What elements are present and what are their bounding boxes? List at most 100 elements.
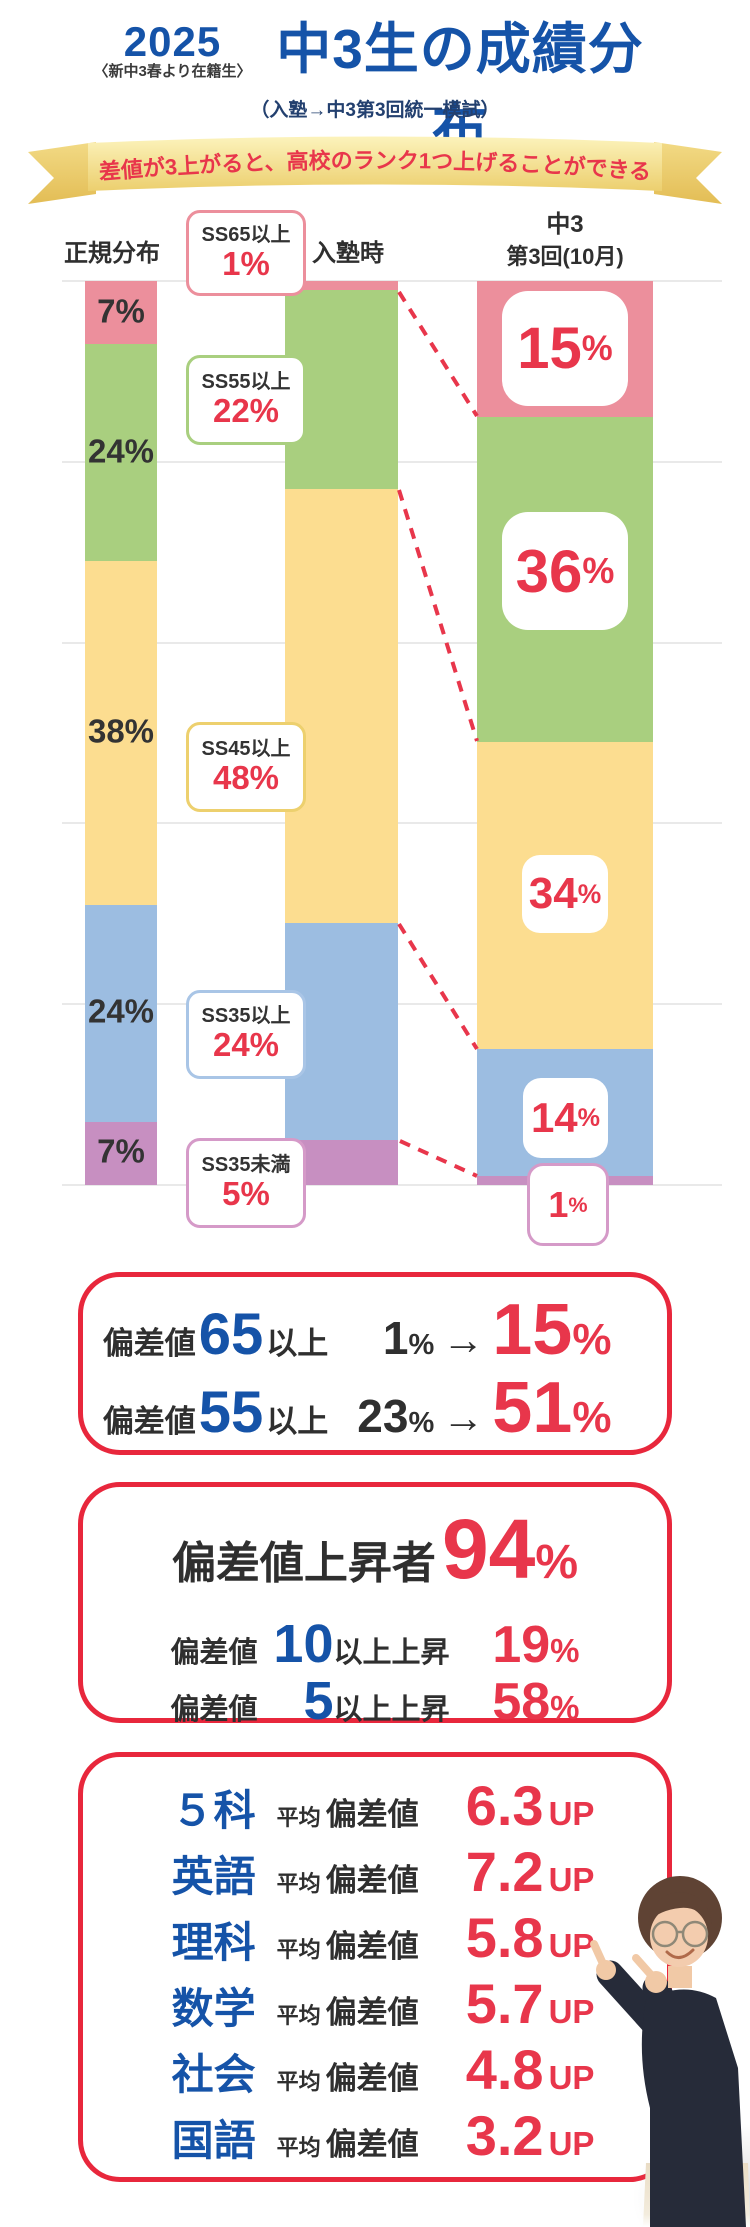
- subject-row: 英語 平均 偏差値 7.2 UP: [83, 1839, 667, 1905]
- subject-name: 数学: [171, 1985, 256, 2032]
- gain-number: 10: [273, 1614, 334, 1674]
- pct-sign: %: [568, 1191, 588, 1217]
- subject-row: 理科 平均 偏差値 5.8 UP: [83, 1905, 667, 1971]
- normal-dist-label: 38%: [87, 712, 155, 750]
- subject-name: 理科: [171, 1919, 256, 1966]
- connector-line: [399, 1139, 478, 1178]
- up-label: UP: [548, 2125, 595, 2162]
- subject-row: 数学 平均 偏差値 5.7 UP: [83, 1971, 667, 2037]
- pct-sign: %: [577, 1103, 601, 1132]
- before-value: 23%: [357, 1390, 435, 1442]
- ribbon-band: [88, 136, 662, 191]
- avg-label: 平均: [276, 1805, 321, 1830]
- label: 偏差値: [102, 1326, 196, 1361]
- bar-segment-SS45以上: [285, 488, 398, 923]
- hands: [590, 1940, 667, 1993]
- label: 以上: [266, 1404, 329, 1439]
- up-value: 5.8: [465, 1906, 544, 1969]
- label: 以上上昇: [333, 1637, 450, 1669]
- threshold-row-55: 偏差値 55 以上 23% → 51%: [83, 1367, 667, 1448]
- dev-label: 偏差値: [325, 1995, 419, 2030]
- page-title: 中3生の成績分布: [276, 18, 644, 160]
- summary-box-thresholds: 偏差値 65 以上 1% → 15% 偏差値 55 以上 23% → 51%: [78, 1272, 672, 1455]
- enroll-box-ss65: SS65以上 1%: [186, 210, 306, 296]
- pct-sign: %: [577, 878, 602, 909]
- column-label-enroll: 入塾時: [312, 240, 384, 267]
- up-value: 5.7: [465, 1972, 544, 2035]
- column-label-normal: 正規分布: [64, 240, 160, 267]
- avg-label: 平均: [276, 2003, 321, 2028]
- third-label-14: 14%: [523, 1078, 608, 1158]
- threshold-number: 55: [198, 1380, 264, 1445]
- pct-number: 15: [517, 316, 582, 381]
- bar-segment-SS55以上: [85, 344, 157, 562]
- improvement-row-5: 偏差値 5 以上上昇 58%: [83, 1670, 667, 1731]
- enrollment-note: 〈新中3春より在籍生〉: [93, 63, 252, 80]
- stacked-bar-chart: 正規分布 入塾時 中3 第3回(10月) SS65以上 1% SS55以上 22…: [62, 204, 722, 1246]
- up-value: 6.3: [465, 1774, 544, 1837]
- year-label: 2025: [123, 18, 222, 65]
- dev-label: 偏差値: [325, 2061, 419, 2096]
- label: 偏差値: [170, 1637, 258, 1669]
- pct-sign: %: [581, 328, 613, 368]
- neck: [668, 1966, 692, 1988]
- smile: [665, 1948, 695, 1959]
- headline-number: 94: [441, 1502, 536, 1596]
- column-label-third: 中3 第3回(10月): [490, 204, 640, 271]
- up-label: UP: [548, 1861, 595, 1898]
- enroll-box-ss45: SS45以上 48%: [186, 722, 306, 812]
- after-value: 15%: [492, 1290, 612, 1370]
- pct-number: 34: [528, 869, 578, 918]
- band-label: SS45以上: [201, 737, 291, 760]
- column-label-third-line1: 中3: [546, 211, 584, 238]
- subject-row: ５科 平均 偏差値 6.3 UP: [83, 1773, 667, 1839]
- enroll-box-ss55: SS55以上 22%: [186, 355, 306, 445]
- dev-label: 偏差値: [325, 2127, 419, 2162]
- avg-label: 平均: [276, 1871, 321, 1896]
- arrow-icon: →: [442, 1316, 485, 1363]
- label: 以上: [266, 1326, 329, 1361]
- third-label-36: 36%: [502, 512, 628, 630]
- summary-box-improvement: 偏差値上昇者 94 % 偏差値 10 以上上昇 19% 偏差値 5 以上上昇 5…: [78, 1482, 672, 1731]
- up-value: 3.2: [465, 2104, 544, 2167]
- bar-正規分布: [85, 281, 157, 1185]
- glasses: [651, 1920, 709, 1948]
- arrow-icon: →: [442, 1394, 485, 1441]
- band-value: 22%: [212, 391, 280, 429]
- label: 偏差値: [170, 1694, 258, 1726]
- ribbon-tail-right: [654, 142, 722, 204]
- threshold-row-65: 偏差値 65 以上 1% → 15%: [83, 1289, 667, 1370]
- jacket: [641, 1989, 746, 2227]
- up-label: UP: [548, 1795, 595, 1832]
- enroll-box-ss35: SS35以上 24%: [186, 990, 306, 1079]
- normal-dist-label: 7%: [97, 1132, 145, 1170]
- bar-segment-SS35以上: [85, 904, 157, 1122]
- avg-label: 平均: [276, 2069, 321, 2094]
- bar-segment-SS65以上: [285, 281, 398, 291]
- up-label: UP: [548, 1927, 595, 1964]
- band-value: 24%: [212, 1026, 280, 1064]
- dev-label: 偏差値: [325, 1863, 419, 1898]
- subject-row: 社会 平均 偏差値 4.8 UP: [83, 2037, 667, 2103]
- dashed-connectors: [397, 290, 479, 1178]
- pct-sign: %: [535, 1536, 579, 1589]
- band-value: 48%: [212, 758, 280, 796]
- normal-dist-label: 7%: [97, 292, 145, 330]
- threshold-number: 65: [198, 1302, 264, 1367]
- band-value: 5%: [222, 1174, 270, 1212]
- improvement-headline: 偏差値上昇者 94 %: [83, 1487, 667, 1613]
- enroll-box-under35: SS35未満 5%: [186, 1138, 306, 1228]
- connector-line: [397, 922, 479, 1051]
- pct-number: 14: [530, 1094, 578, 1141]
- connector-line: [397, 290, 479, 418]
- band-label: SS35以上: [201, 1005, 291, 1028]
- subject-row: 国語 平均 偏差値 3.2 UP: [83, 2103, 667, 2169]
- up-value: 4.8: [465, 2038, 544, 2101]
- gain-value: 19%: [492, 1616, 580, 1674]
- label: 以上上昇: [333, 1694, 450, 1726]
- bar-segment-SS65以上: [85, 281, 157, 345]
- normal-dist-label: 24%: [87, 992, 155, 1030]
- improvement-row-10: 偏差値 10 以上上昇 19%: [83, 1613, 667, 1674]
- summary-box-subjects: ５科 平均 偏差値 6.3 UP 英語 平均 偏差値 7.2 UP 理科 平均 …: [78, 1752, 672, 2182]
